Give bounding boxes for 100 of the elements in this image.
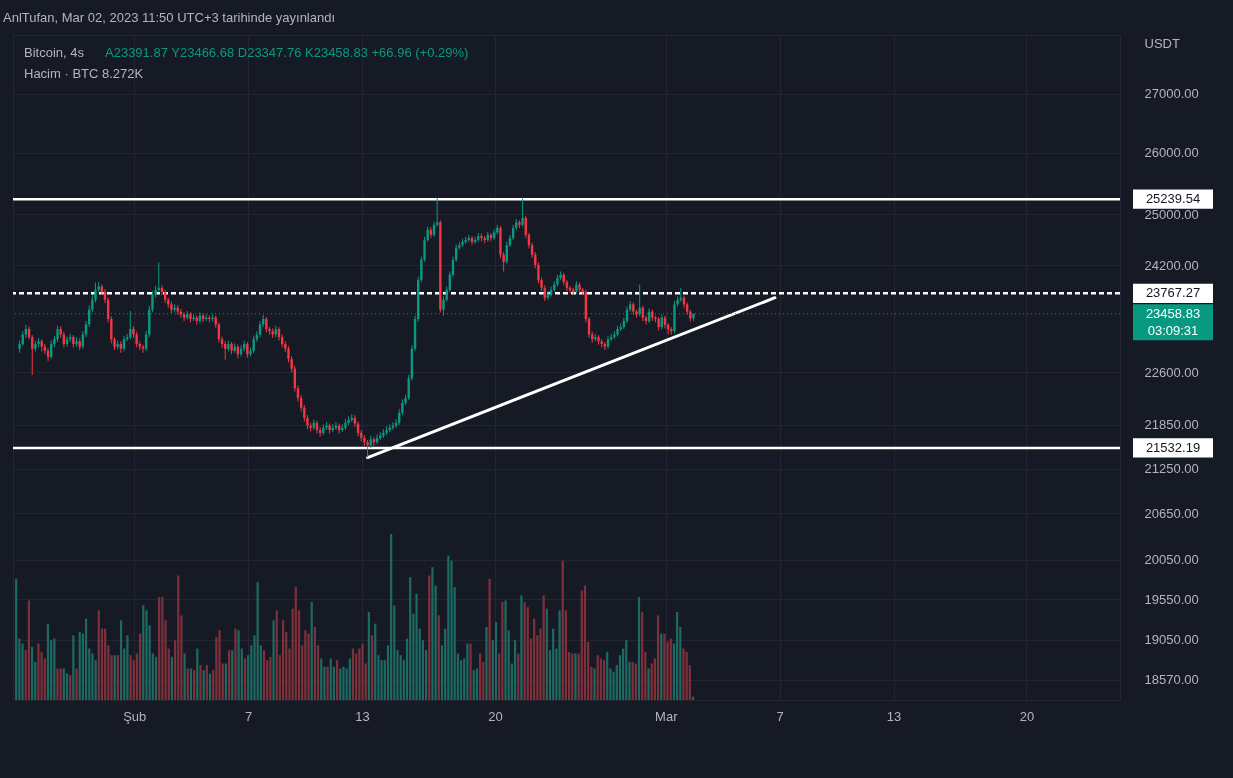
bar xyxy=(494,621,498,700)
bar xyxy=(431,567,434,700)
bar xyxy=(72,635,75,700)
y-tick-label: 21850.00 xyxy=(1144,417,1199,433)
bar xyxy=(606,651,609,700)
bar xyxy=(27,600,30,700)
bar xyxy=(336,660,339,700)
bar xyxy=(84,618,88,700)
text: Bitcoin, 4s xyxy=(24,45,85,60)
bar xyxy=(647,668,650,700)
bar xyxy=(475,668,479,700)
bar xyxy=(437,615,440,700)
x-tick-label: Mar xyxy=(655,708,679,724)
bar xyxy=(370,635,374,700)
bar xyxy=(161,597,164,700)
bar xyxy=(558,610,561,700)
bar xyxy=(97,610,100,700)
y-tick-label: 20650.00 xyxy=(1144,505,1199,521)
bar xyxy=(676,612,679,700)
bar xyxy=(542,595,545,700)
bar xyxy=(37,643,40,700)
bar xyxy=(15,578,18,700)
bar xyxy=(374,623,377,700)
bar xyxy=(205,665,208,700)
bar xyxy=(339,668,342,700)
bar xyxy=(208,673,212,700)
y-tick-label: 19050.00 xyxy=(1144,632,1199,648)
text: A23391.87 Y23466.68 D23347.76 K23458.83 +66.96 (+0.29%) xyxy=(105,45,469,60)
bar xyxy=(561,560,564,700)
y-tick-label: 25000.00 xyxy=(1144,206,1199,222)
bar xyxy=(46,623,50,700)
bar xyxy=(193,670,196,700)
bar xyxy=(186,668,189,700)
bar xyxy=(262,650,266,700)
bar xyxy=(351,648,355,700)
bar xyxy=(126,635,129,700)
bar xyxy=(479,653,482,700)
bar xyxy=(545,608,548,700)
x-tick-label: Şub xyxy=(123,708,147,724)
bar xyxy=(294,587,297,700)
bar xyxy=(170,656,173,700)
bar xyxy=(520,595,523,700)
y-tick-label: 24200.00 xyxy=(1144,257,1199,273)
bar xyxy=(656,615,660,700)
bar xyxy=(224,663,228,700)
x-tick-label: 13 xyxy=(355,708,370,724)
bar xyxy=(272,620,275,700)
bar xyxy=(269,656,272,700)
ref-line-label: 23767.27 xyxy=(1145,285,1201,301)
bar xyxy=(256,582,259,700)
bar xyxy=(53,638,56,700)
x-tick-label: 13 xyxy=(886,708,902,724)
bar xyxy=(75,668,78,700)
candlestick xyxy=(211,313,214,323)
bar xyxy=(488,578,491,700)
text: AnlTufan, Mar 02, 2023 11:50 UTC+3 tarihinde yayınlandı xyxy=(3,10,336,25)
bar xyxy=(202,670,205,700)
bar xyxy=(56,668,59,700)
y-axis-title: USDT xyxy=(1144,35,1180,51)
y-tick-label: 19550.00 xyxy=(1144,591,1199,607)
bar xyxy=(348,658,351,700)
bar xyxy=(320,658,323,700)
bar xyxy=(390,534,393,700)
bar xyxy=(415,593,418,700)
bar xyxy=(685,651,688,700)
y-tick-label: 26000.00 xyxy=(1144,145,1199,161)
bar xyxy=(304,630,307,700)
bar xyxy=(602,660,606,700)
bar xyxy=(367,612,370,700)
bar xyxy=(199,665,202,700)
bar xyxy=(177,575,180,700)
bar xyxy=(650,663,653,700)
candlestick xyxy=(521,198,524,228)
bar xyxy=(523,602,526,700)
bar xyxy=(139,633,142,700)
bar xyxy=(129,655,132,700)
bar xyxy=(533,618,536,700)
bar xyxy=(409,577,412,700)
bar xyxy=(329,658,332,700)
bar xyxy=(485,626,488,700)
candlestick xyxy=(65,336,69,348)
bar xyxy=(517,653,520,700)
bar xyxy=(599,658,602,700)
bar xyxy=(69,675,72,700)
y-tick-label: 22600.00 xyxy=(1144,364,1199,380)
ref-line-label: 25239.54 xyxy=(1145,191,1201,207)
y-tick-label: 27000.00 xyxy=(1144,86,1199,102)
x-tick-label: 7 xyxy=(245,708,253,724)
ref-line-label: 21532.19 xyxy=(1145,439,1201,455)
ref-line-label: 23458.83 xyxy=(1145,305,1201,321)
bar xyxy=(30,646,34,700)
bar xyxy=(183,653,186,700)
candlestick xyxy=(546,290,550,301)
annotation: Hacim · BTC 8.272K xyxy=(24,66,144,81)
bar xyxy=(189,668,193,700)
bar xyxy=(313,626,316,700)
bar xyxy=(158,597,161,700)
bar xyxy=(282,620,285,700)
x-tick-label: 20 xyxy=(1019,708,1035,724)
y-tick-label: 21250.00 xyxy=(1144,461,1199,477)
